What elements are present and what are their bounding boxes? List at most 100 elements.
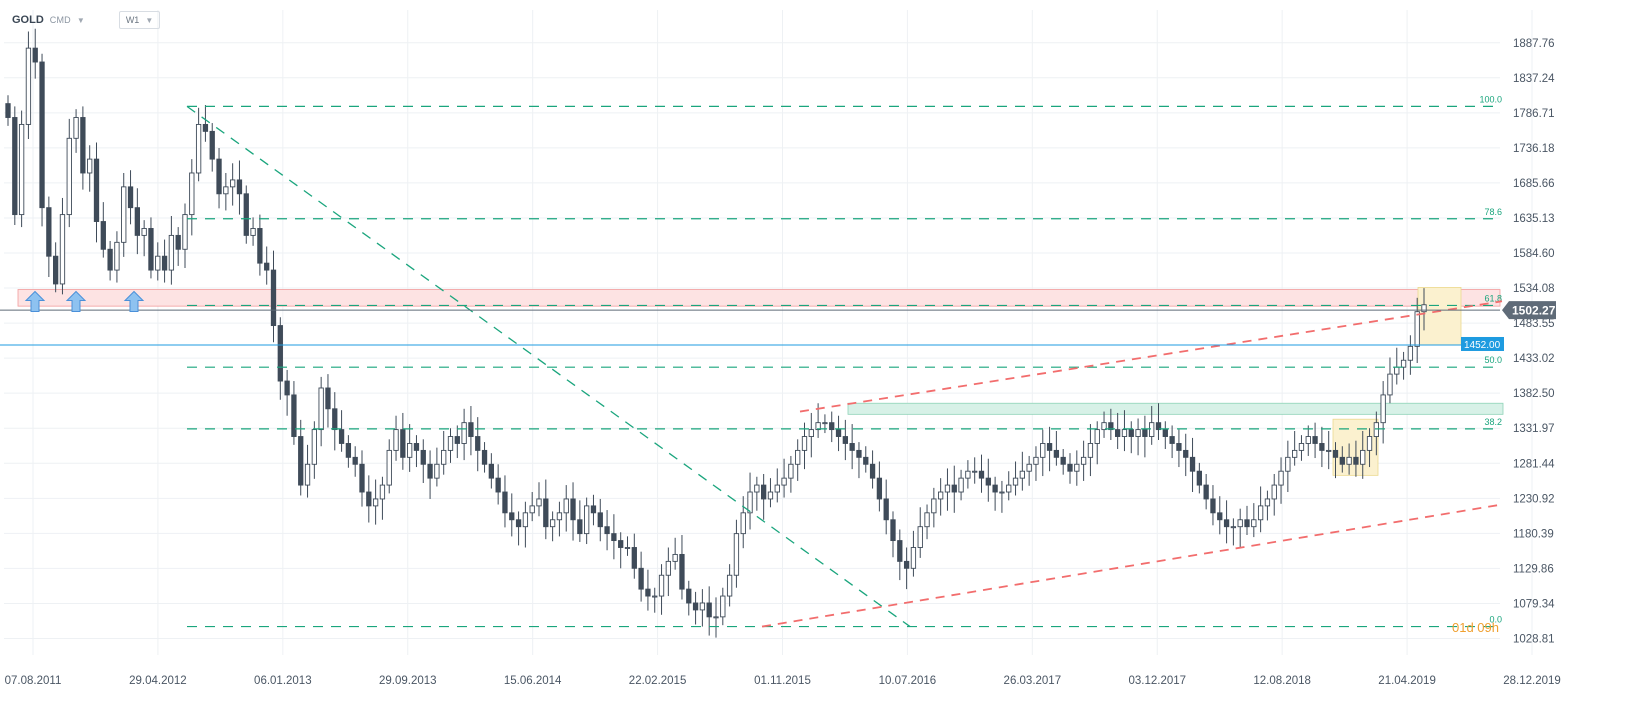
candle-body [781, 477, 787, 486]
candle-body [1067, 463, 1073, 472]
candle-body [726, 574, 733, 597]
candle-body [931, 498, 937, 514]
candle-body [1223, 519, 1230, 528]
symbol-dropdown-icon[interactable]: ▼ [76, 15, 85, 25]
candle-body [332, 408, 338, 431]
price-tick-label: 1433.02 [1513, 353, 1555, 365]
downtrend-line [186, 105, 911, 628]
fib-level-label: 78.6 [1484, 207, 1502, 217]
candle-body [992, 484, 998, 493]
candle-body [243, 193, 249, 236]
timeframe-label: W1 [125, 15, 140, 25]
candle-body [366, 491, 372, 507]
candle-body [938, 491, 944, 500]
candle-body [645, 588, 651, 597]
candle-body [400, 429, 406, 458]
candle-body [1115, 429, 1121, 437]
drawing-lines: 100.0 78.6 61.8 50.0 38.2 0.0 [0, 94, 1503, 628]
date-tick-label: 21.04.2019 [1378, 675, 1436, 687]
candle-body [1053, 449, 1060, 458]
candle-body [189, 172, 195, 216]
candle-body [127, 186, 134, 209]
fib-level-label: 50.0 [1484, 355, 1502, 365]
candle-body [910, 547, 917, 569]
fib-level-label: 61.8 [1484, 293, 1502, 303]
candle-body [924, 512, 930, 528]
candle-body [835, 429, 842, 437]
candle-body [563, 498, 569, 514]
candle-body [822, 422, 828, 425]
candle-body [699, 602, 706, 611]
up-arrow-icon [24, 290, 46, 312]
candle-body [740, 512, 746, 535]
candle-body [1237, 519, 1243, 528]
candle-body [468, 422, 474, 437]
candle-body [761, 484, 767, 500]
candle-body [141, 228, 147, 236]
candle-body [338, 429, 345, 444]
candle-body [720, 595, 726, 618]
current-price-tag [1502, 301, 1556, 320]
upper-trend-line [799, 300, 1503, 413]
candle-body [407, 443, 413, 458]
candle-body [849, 443, 855, 451]
candle-body [917, 526, 923, 548]
fib-level-label: 38.2 [1484, 417, 1502, 427]
candle-body [195, 123, 202, 174]
candle-body [1421, 304, 1427, 313]
date-tick-label: 15.06.2014 [504, 675, 562, 687]
candle-body [32, 47, 38, 63]
candle-body [66, 137, 72, 216]
price-tick-label: 1534.08 [1513, 283, 1555, 295]
date-tick-label: 03.12.2017 [1128, 675, 1186, 687]
price-tick-label: 1584.60 [1513, 248, 1555, 260]
candle-body [631, 547, 637, 569]
candle-body [1251, 519, 1257, 528]
candle-body [597, 512, 603, 528]
candle-body [1346, 456, 1352, 465]
candle-body [1414, 311, 1420, 347]
price-axis[interactable]: 1887.76 1837.24 1786.71 1736.18 1685.66 1635.… [1513, 38, 1555, 646]
candle-body [270, 269, 277, 327]
timeframe-select[interactable]: W1 ▼ [118, 11, 161, 29]
time-axis[interactable]: 07.08.2011 29.04.2012 06.01.2013 29.09.2013… [5, 675, 1561, 687]
candle-body [216, 158, 222, 195]
candle-body [257, 228, 263, 264]
chart-toolbar: GOLD CMD ▼ W1 ▼ [12, 11, 161, 29]
candle-body [1210, 498, 1216, 514]
candle-body [815, 422, 821, 431]
candle-body [829, 422, 835, 431]
candle-body [230, 179, 236, 188]
candle-body [536, 498, 542, 507]
candle-body [481, 449, 488, 465]
candle-body [352, 456, 358, 465]
candle-body [788, 463, 794, 479]
candle-body [87, 158, 93, 174]
candle-body [420, 449, 426, 465]
price-tick-label: 1180.39 [1513, 528, 1554, 540]
candle-body [876, 477, 883, 500]
symbol-label[interactable]: GOLD [12, 14, 44, 26]
candle-body [1040, 443, 1046, 458]
candle-body [672, 553, 678, 562]
price-tick-label: 1635.13 [1513, 213, 1555, 225]
price-tick-label: 1230.92 [1513, 493, 1555, 505]
candle-body [515, 519, 522, 528]
candle-body [686, 588, 692, 604]
candle-body [842, 436, 848, 444]
candle-body [713, 616, 719, 619]
candle-body [1380, 394, 1386, 424]
candle-body [441, 449, 447, 465]
candle-body [1319, 443, 1325, 451]
candle-body [12, 117, 18, 216]
candle-body [59, 214, 66, 285]
candle-body [944, 484, 951, 493]
candle-body [80, 117, 86, 174]
price-tick-label: 1685.66 [1513, 178, 1555, 190]
candle-body [372, 498, 379, 507]
candle-body [774, 484, 780, 493]
candle-body [182, 214, 188, 250]
candle-body [801, 436, 808, 451]
candle-body [1046, 443, 1053, 451]
